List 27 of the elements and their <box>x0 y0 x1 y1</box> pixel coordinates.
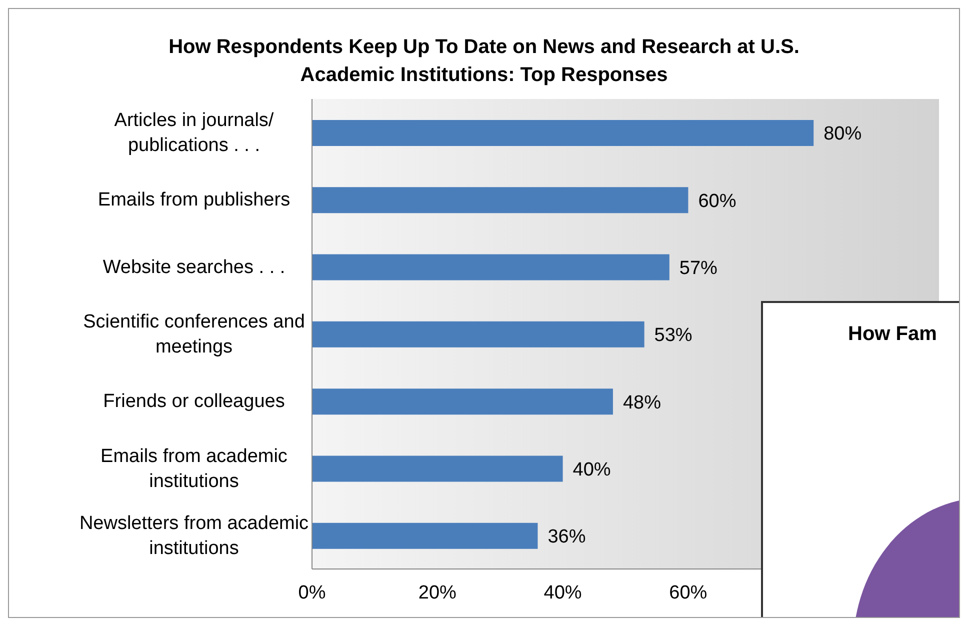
category-label: Scientific conferences and meetings <box>83 312 305 358</box>
data-label: 60% <box>698 190 736 212</box>
data-label: 80% <box>824 124 862 145</box>
x-tick-label: 20% <box>418 582 457 604</box>
category-label: Articles in journals/ publications . . . <box>114 110 274 156</box>
bar <box>312 522 538 549</box>
data-label: 57% <box>679 258 718 280</box>
data-label: 48% <box>622 392 662 414</box>
data-label: 53% <box>654 325 692 346</box>
bar <box>312 456 563 482</box>
text: How Fam <box>848 323 937 346</box>
bar <box>312 388 613 415</box>
x-tick-label: 40% <box>544 582 582 604</box>
chart-title: How Respondents Keep Up To Date on News and Research at U.S. Academic Institutions: Top Responses <box>168 35 800 88</box>
bar <box>312 187 688 214</box>
category-label: Emails from publishers <box>98 190 290 211</box>
data-label: 36% <box>548 526 586 548</box>
data-label: 40% <box>572 459 611 480</box>
bar <box>312 254 670 280</box>
x-tick-label: 60% <box>669 582 708 604</box>
bar <box>312 120 814 146</box>
category-label: Friends or colleagues <box>103 391 285 412</box>
category-label: Emails from academic institutions <box>100 446 288 492</box>
category-label: Newsletters from academic institutions <box>79 512 309 559</box>
x-tick-label: 0% <box>298 582 326 604</box>
bar <box>312 321 644 348</box>
category-label: Website searches . . . <box>102 256 286 278</box>
